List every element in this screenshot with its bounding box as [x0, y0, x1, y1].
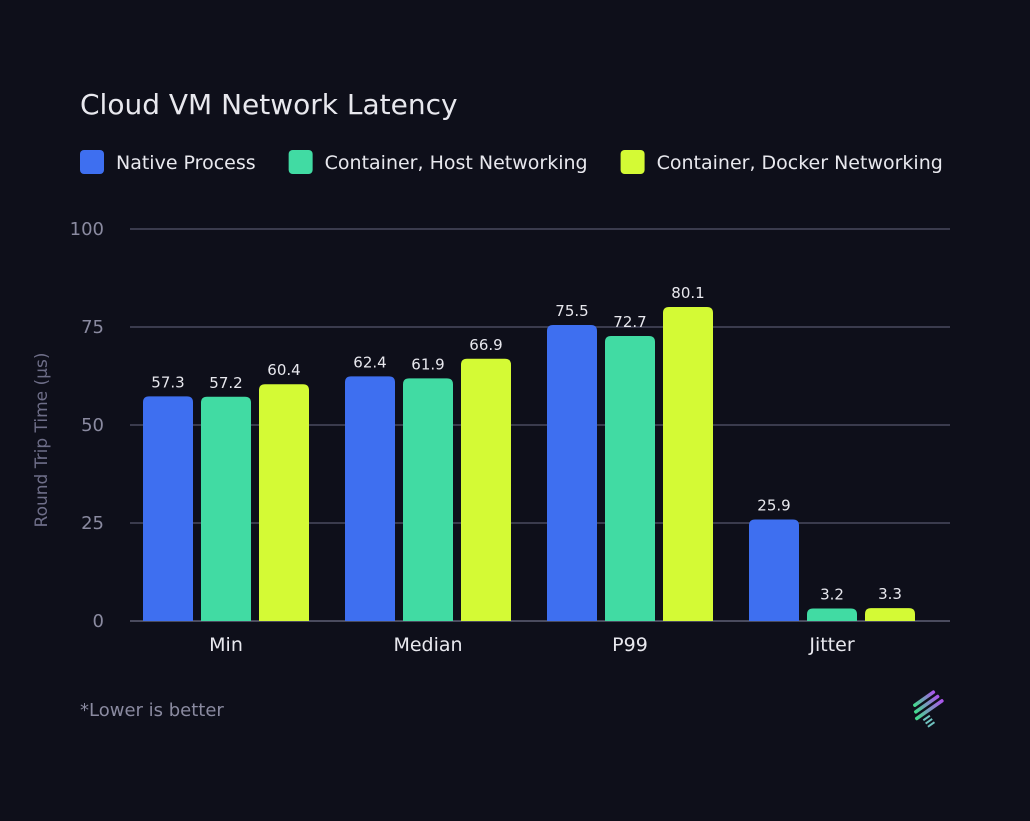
bar — [865, 608, 915, 621]
data-label: 75.5 — [555, 302, 588, 320]
y-tick-label: 0 — [93, 611, 104, 632]
y-axis-label: Round Trip Time (µs) — [32, 353, 52, 528]
x-tick-label: P99 — [612, 634, 648, 656]
data-label: 80.1 — [671, 284, 704, 302]
data-label: 57.2 — [209, 374, 242, 392]
legend-label: Container, Docker Networking — [657, 152, 943, 174]
y-tick-label: 100 — [70, 219, 104, 240]
y-tick-label: 75 — [81, 317, 104, 338]
footnote: *Lower is better — [80, 700, 224, 721]
x-tick-labels: Min Median P99 Jitter — [209, 634, 855, 656]
bar — [201, 396, 251, 621]
legend-label: Native Process — [116, 152, 256, 174]
bar — [143, 396, 193, 621]
data-label: 3.2 — [820, 585, 844, 603]
legend-swatch — [288, 150, 313, 174]
bar — [547, 325, 597, 621]
data-label: 25.9 — [757, 496, 790, 514]
data-label: 62.4 — [353, 353, 386, 371]
legend-label: Container, Host Networking — [325, 152, 588, 174]
data-label: 3.3 — [878, 585, 902, 603]
chart-title: Cloud VM Network Latency — [80, 88, 458, 121]
bar — [461, 358, 511, 621]
bar — [663, 307, 713, 621]
x-tick-label: Min — [209, 634, 243, 656]
bar — [403, 378, 453, 621]
bars: 57.3 57.2 60.4 62.4 61.9 66.9 75.5 72.7 80.1 25.9… — [143, 284, 915, 621]
data-label: 60.4 — [267, 361, 300, 379]
x-tick-label: Median — [393, 634, 462, 656]
y-tick-label: 25 — [81, 513, 104, 534]
stripes-logo-icon — [913, 690, 944, 728]
legend-swatch — [620, 150, 645, 174]
y-tick-label: 50 — [81, 415, 104, 436]
legend: Native Process Container, Host Networking… — [80, 150, 943, 174]
data-label: 66.9 — [469, 336, 502, 354]
bar — [749, 519, 799, 621]
legend-swatch — [80, 150, 104, 174]
bar — [807, 608, 857, 621]
x-tick-label: Jitter — [808, 634, 854, 656]
data-label: 57.3 — [151, 373, 184, 391]
data-label: 61.9 — [411, 355, 444, 373]
bar — [259, 384, 309, 621]
bar — [605, 336, 655, 621]
bar — [345, 376, 395, 621]
data-label: 72.7 — [613, 313, 646, 331]
